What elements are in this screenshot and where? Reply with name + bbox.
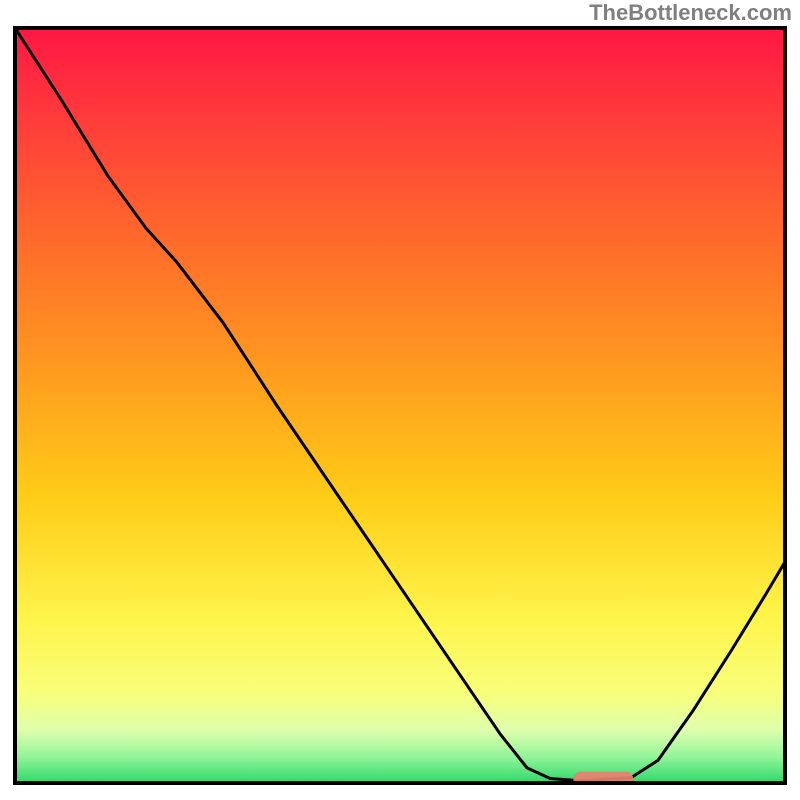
gradient-background — [15, 28, 785, 783]
bottleneck-chart — [0, 0, 800, 800]
watermark-text: TheBottleneck.com — [589, 0, 792, 26]
chart-container: TheBottleneck.com — [0, 0, 800, 800]
